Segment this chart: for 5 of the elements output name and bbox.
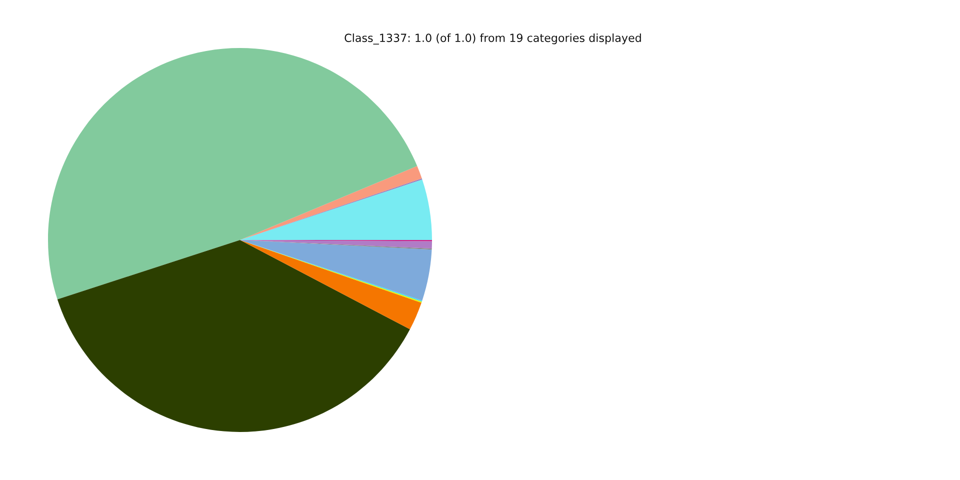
text: Class_1337: 1.0 (of 1.0) from 19 categories displayed [344,33,641,45]
pie-slice [240,240,422,330]
pie-slice [240,166,422,240]
pie-slice [48,48,418,300]
pie-slice [57,240,410,432]
